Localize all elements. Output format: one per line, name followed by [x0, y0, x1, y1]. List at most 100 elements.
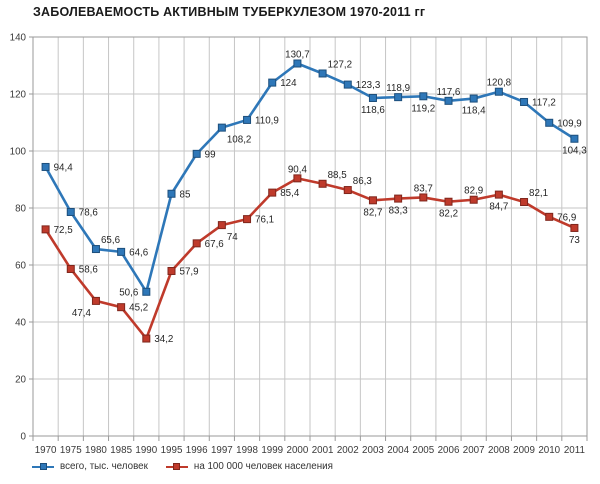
- chart-title: ЗАБОЛЕВАЕМОСТЬ АКТИВНЫМ ТУБЕРКУЛЕЗОМ 197…: [33, 5, 426, 19]
- legend-marker-total-icon: [32, 462, 54, 471]
- data-point-marker: [293, 174, 302, 183]
- x-axis-tick-label: 1980: [85, 445, 107, 456]
- data-point-marker: [41, 225, 50, 234]
- data-point-marker: [469, 94, 478, 103]
- data-point-marker: [444, 96, 453, 105]
- data-point-marker: [91, 296, 100, 305]
- legend-label-total: всего, тыс. человек: [60, 461, 148, 472]
- series-line-1: [44, 177, 576, 340]
- data-point-marker: [268, 188, 277, 197]
- data-point-label: 50,6: [119, 287, 139, 298]
- x-axis-tick-label: 2008: [488, 445, 510, 456]
- data-point-marker: [368, 93, 377, 102]
- data-point-marker: [368, 196, 377, 205]
- x-axis-tick-label: 1996: [186, 445, 208, 456]
- series-line-0: [44, 62, 576, 294]
- data-point-label: 78,6: [79, 207, 99, 218]
- data-point-label: 85,4: [280, 188, 300, 199]
- x-axis-tick-label: 1970: [35, 445, 57, 456]
- data-point-marker: [41, 162, 50, 171]
- data-point-marker: [520, 198, 529, 207]
- x-axis-tick-label: 1998: [236, 445, 258, 456]
- data-point-label: 118,4: [462, 106, 486, 117]
- data-point-marker: [419, 92, 428, 101]
- data-point-label: 108,2: [227, 135, 252, 146]
- x-axis-tick-label: 2005: [412, 445, 434, 456]
- x-axis-tick-label: 1997: [211, 445, 233, 456]
- data-point-label: 88,5: [328, 170, 348, 181]
- data-point-label: 119,2: [411, 103, 435, 114]
- x-axis-tick-label: 2003: [362, 445, 384, 456]
- data-point-label: 109,9: [557, 118, 582, 129]
- data-point-marker: [167, 189, 176, 198]
- x-axis-tick-label: 2006: [438, 445, 460, 456]
- data-point-label: 83,7: [414, 183, 433, 194]
- data-point-marker: [394, 93, 403, 102]
- data-point-label: 34,2: [154, 334, 173, 345]
- data-point-label: 47,4: [72, 308, 92, 319]
- data-point-marker: [318, 69, 327, 78]
- legend-label-per-capita: на 100 000 человек населения: [193, 461, 333, 472]
- data-point-marker: [293, 59, 302, 68]
- data-point-label: 74: [227, 232, 238, 243]
- x-axis-tick-label: 2010: [538, 445, 560, 456]
- legend-item-per-capita: на 100 000 человек населения: [165, 461, 333, 472]
- x-axis-tick-label: 1975: [60, 445, 82, 456]
- y-axis-tick-label: 20: [15, 375, 26, 386]
- data-point-marker: [217, 221, 226, 230]
- data-point-marker: [142, 287, 151, 296]
- data-point-label: 83,3: [389, 206, 409, 217]
- data-point-label: 99: [205, 149, 216, 160]
- data-point-label: 85: [180, 189, 191, 200]
- data-point-marker: [419, 193, 428, 202]
- data-point-label: 117,6: [437, 87, 461, 98]
- data-point-marker: [117, 247, 126, 256]
- x-axis-tick-label: 2004: [387, 445, 409, 456]
- data-point-label: 90,4: [288, 164, 308, 175]
- data-point-label: 58,6: [79, 264, 99, 275]
- y-axis-tick-label: 140: [10, 33, 27, 44]
- x-axis-tick-label: 2002: [337, 445, 359, 456]
- y-axis-tick-label: 100: [10, 147, 27, 158]
- data-point-marker: [192, 239, 201, 248]
- data-point-marker: [142, 334, 151, 343]
- data-point-label: 127,2: [328, 59, 353, 70]
- data-point-label: 72,5: [54, 225, 74, 236]
- x-axis-tick-label: 2007: [463, 445, 485, 456]
- data-point-marker: [343, 186, 352, 195]
- x-axis-tick-label: 1990: [135, 445, 157, 456]
- data-point-label: 45,2: [129, 303, 148, 314]
- data-point-label: 124: [280, 78, 297, 89]
- data-point-label: 117,2: [532, 97, 556, 108]
- data-point-marker: [570, 134, 579, 143]
- data-point-marker: [91, 245, 100, 254]
- data-point-label: 118,6: [361, 105, 385, 116]
- data-point-marker: [570, 223, 579, 232]
- data-point-label: 57,9: [180, 266, 199, 277]
- data-point-label: 130,7: [285, 50, 310, 61]
- data-point-label: 67,6: [205, 239, 225, 250]
- x-axis-tick-label: 1999: [261, 445, 283, 456]
- legend: всего, тыс. человек на 100 000 человек н…: [32, 461, 333, 472]
- y-axis-tick-label: 60: [15, 261, 26, 272]
- data-point-marker: [520, 97, 529, 106]
- data-point-marker: [66, 264, 75, 273]
- data-point-label: 118,9: [386, 83, 410, 94]
- data-point-label: 76,9: [557, 212, 576, 223]
- data-point-label: 82,2: [439, 209, 458, 220]
- data-point-label: 73: [569, 235, 580, 246]
- data-point-marker: [545, 212, 554, 221]
- y-axis-tick-label: 80: [15, 204, 26, 215]
- legend-marker-per-capita-icon: [165, 462, 188, 471]
- data-point-label: 82,9: [464, 186, 483, 197]
- data-point-marker: [217, 123, 226, 132]
- data-point-label: 94,4: [54, 162, 74, 173]
- data-point-label: 110,9: [255, 115, 279, 126]
- data-point-marker: [318, 179, 327, 188]
- data-point-label: 65,6: [101, 235, 121, 246]
- data-point-marker: [494, 87, 503, 96]
- y-axis-tick-label: 120: [10, 90, 27, 101]
- data-point-label: 84,7: [489, 202, 508, 213]
